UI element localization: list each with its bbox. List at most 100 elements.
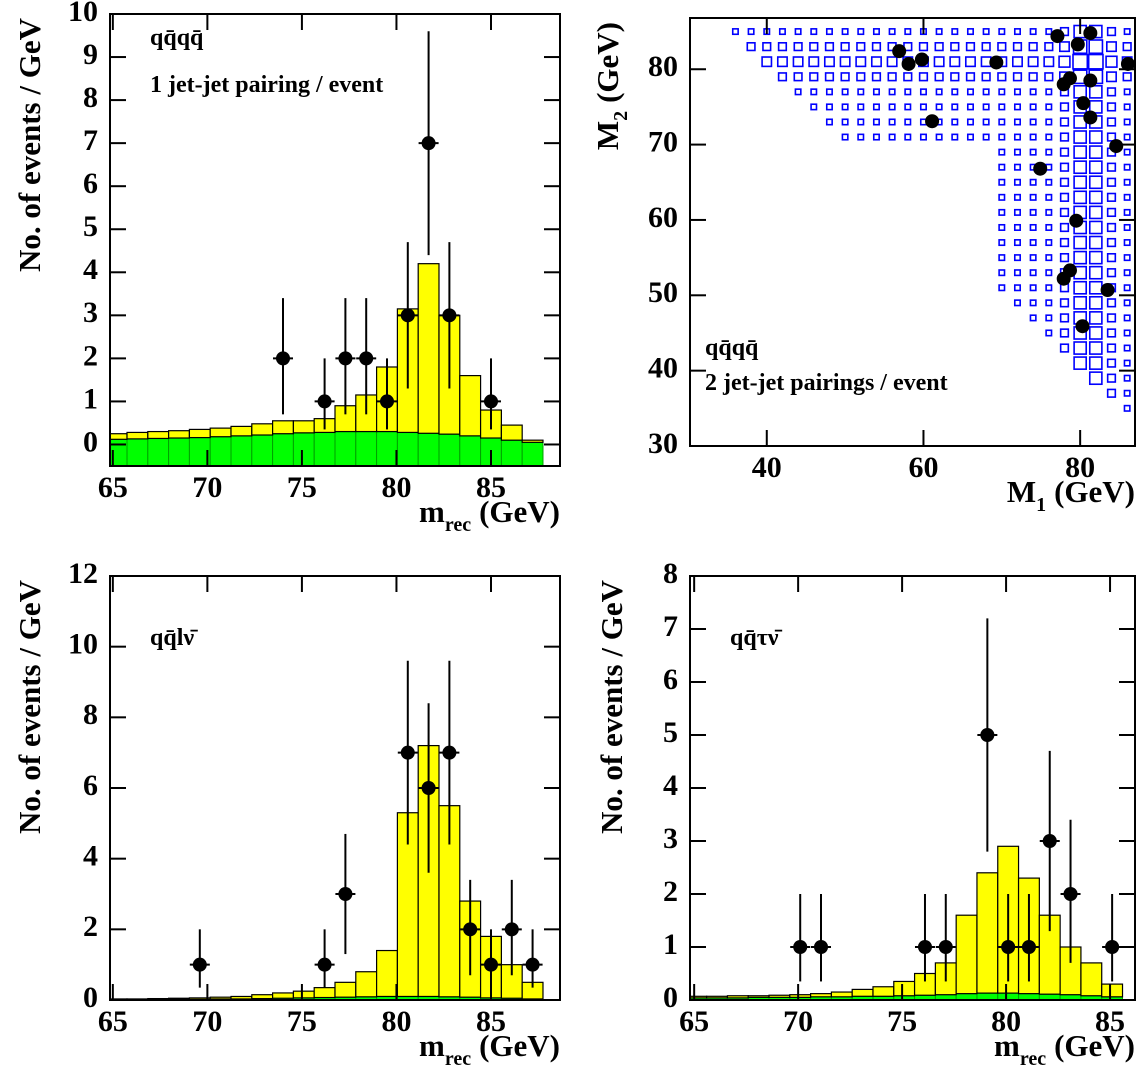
data-point bbox=[1001, 940, 1016, 954]
density-box bbox=[792, 56, 804, 68]
density-box bbox=[1013, 133, 1021, 141]
density-box bbox=[1106, 207, 1117, 218]
density-box bbox=[1123, 208, 1131, 216]
x-axis-label: mrec (GeV) bbox=[419, 1028, 560, 1070]
density-box bbox=[1123, 299, 1131, 307]
density-box bbox=[888, 88, 896, 96]
y-tick-label: 2 bbox=[663, 875, 678, 908]
density-box bbox=[1106, 298, 1117, 308]
plot-area bbox=[110, 660, 544, 1000]
density-box bbox=[934, 72, 944, 82]
density-box bbox=[886, 56, 898, 68]
density-box bbox=[1045, 118, 1053, 126]
panel: 65 70 75 80 85 0 2 4 6 8 10 12 qq̄lν̄ mrec (GeV) No. of… bbox=[12, 557, 561, 1070]
x-tick-label: 65 bbox=[98, 1005, 128, 1038]
density-box bbox=[1028, 42, 1038, 52]
density-box bbox=[1106, 192, 1117, 202]
density-box bbox=[982, 88, 990, 96]
x-axis-label-unit: (GeV) bbox=[479, 1028, 560, 1063]
density-box bbox=[951, 118, 959, 126]
data-point bbox=[379, 394, 394, 409]
density-box bbox=[841, 28, 849, 36]
density-box bbox=[1059, 102, 1070, 112]
density-box bbox=[1059, 177, 1070, 187]
density-box bbox=[793, 42, 803, 52]
density-box bbox=[935, 88, 943, 96]
density-box bbox=[1059, 132, 1070, 142]
density-box bbox=[808, 56, 820, 68]
histogram-bar-upper bbox=[168, 430, 191, 439]
density-box bbox=[1088, 341, 1103, 355]
x-axis-label-main: M bbox=[1007, 474, 1036, 509]
x-axis-label-sub: rec bbox=[1020, 1048, 1046, 1070]
density-box bbox=[1106, 313, 1117, 323]
density-box bbox=[1013, 88, 1021, 96]
density-box bbox=[1059, 343, 1070, 353]
density-box bbox=[1045, 148, 1053, 156]
plot-area bbox=[731, 24, 1135, 412]
density-box bbox=[1106, 328, 1117, 338]
density-box bbox=[1088, 205, 1103, 220]
data-point bbox=[276, 351, 291, 366]
density-box bbox=[1059, 41, 1070, 53]
density-box bbox=[1123, 163, 1131, 171]
density-box bbox=[856, 72, 866, 82]
density-box bbox=[1013, 239, 1021, 247]
y-tick-label: 1 bbox=[663, 928, 678, 961]
density-box bbox=[1106, 26, 1117, 37]
x-axis-label-sub: rec bbox=[445, 1048, 471, 1070]
density-box bbox=[918, 42, 929, 52]
density-box bbox=[1122, 72, 1132, 82]
histogram-bar-upper bbox=[126, 431, 149, 440]
data-point bbox=[317, 394, 332, 409]
density-box bbox=[904, 28, 912, 36]
density-box bbox=[1123, 88, 1131, 96]
y-tick-label: 6 bbox=[663, 663, 678, 696]
panel: 65 70 75 80 85 0 1 2 3 4 5 6 7 8 9 10 qq̄qq̄ 1 jet-jet pa… bbox=[12, 0, 561, 536]
annotation: 1 jet-jet pairing / event bbox=[150, 72, 383, 98]
density-box bbox=[1072, 53, 1089, 70]
histogram-bar-upper bbox=[747, 995, 770, 998]
histogram-bar-upper bbox=[459, 375, 482, 437]
density-box bbox=[1106, 41, 1117, 53]
density-box bbox=[1123, 344, 1131, 352]
density-box bbox=[998, 178, 1006, 186]
density-box bbox=[1013, 103, 1021, 111]
data-point bbox=[1120, 56, 1135, 71]
histogram-bar-upper bbox=[830, 991, 853, 998]
x-axis-label-sub: 1 bbox=[1036, 494, 1046, 516]
y-axis-label: M2 (GeV) bbox=[590, 22, 632, 150]
density-box bbox=[1123, 28, 1131, 36]
density-box bbox=[1013, 28, 1021, 36]
density-box bbox=[1106, 87, 1117, 97]
density-box bbox=[998, 88, 1006, 96]
density-box bbox=[1088, 160, 1103, 175]
density-box bbox=[777, 42, 788, 52]
x-tick-label: 85 bbox=[1095, 1005, 1125, 1038]
data-point bbox=[192, 957, 207, 972]
density-box bbox=[888, 118, 896, 126]
x-axis-label: M1 (GeV) bbox=[1007, 474, 1135, 516]
density-box bbox=[1013, 254, 1021, 262]
density-box bbox=[1059, 252, 1070, 263]
frame bbox=[689, 17, 1136, 447]
density-box bbox=[1088, 235, 1103, 250]
y-tick-label: 8 bbox=[83, 698, 98, 731]
data-point bbox=[1056, 271, 1071, 286]
density-box bbox=[840, 42, 850, 52]
density-box bbox=[776, 56, 788, 68]
density-box bbox=[1123, 239, 1131, 247]
density-box bbox=[1045, 223, 1053, 231]
data-point bbox=[338, 887, 353, 901]
histogram-bar-lower bbox=[292, 432, 315, 466]
density-box bbox=[1123, 284, 1131, 292]
density-box bbox=[998, 239, 1006, 247]
histogram-bar-upper bbox=[230, 425, 253, 437]
y-tick-label: 0 bbox=[83, 981, 98, 1014]
density-box bbox=[1073, 356, 1088, 370]
data-point bbox=[1070, 37, 1085, 52]
data-point bbox=[914, 52, 929, 67]
density-box bbox=[1088, 250, 1103, 265]
histogram-bar-lower bbox=[168, 437, 190, 466]
x-tick-label: 65 bbox=[679, 1005, 709, 1038]
